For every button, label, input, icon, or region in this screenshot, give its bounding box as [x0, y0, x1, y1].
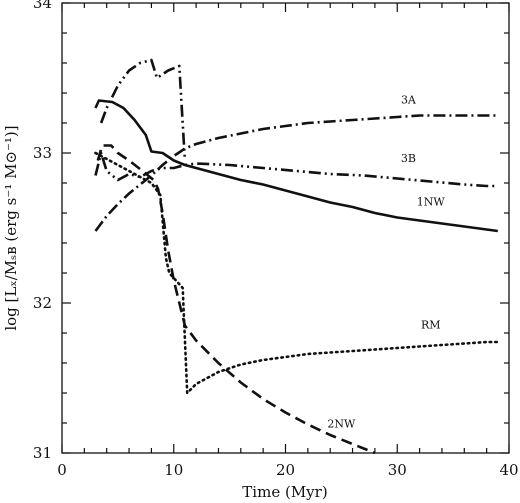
series-label-1nw: 1NW: [417, 196, 446, 209]
x-tick-label: 30: [388, 461, 407, 479]
series-label-2nw: 2NW: [327, 418, 356, 431]
x-tick-label: 10: [164, 461, 183, 479]
y-tick-label: 34: [33, 0, 52, 12]
series-label-rm: RM: [421, 319, 441, 332]
x-tick-label: 40: [499, 461, 518, 479]
series-line-1nw: [94, 99, 498, 233]
series-line-unlabeled-5: [99, 58, 187, 161]
series-line-3b: [94, 151, 498, 188]
x-tick-label: 20: [276, 461, 295, 479]
x-tick-label: 0: [57, 461, 67, 479]
series-line-3a: [94, 114, 498, 232]
series-label-3a: 3A: [401, 94, 417, 107]
y-tick-label: 31: [33, 444, 52, 462]
y-tick-label: 32: [33, 294, 52, 312]
axis-ticks: 0 10 20 30 40 31 32 33 34: [33, 0, 519, 479]
series-labels: 3A 3B 1NW RM 2NW: [327, 94, 445, 431]
y-tick-label: 33: [33, 144, 52, 162]
series-line-2nw: [96, 144, 376, 455]
series-line-rm: [94, 151, 500, 395]
series-label-3b: 3B: [401, 152, 416, 165]
x-axis-label: Time (Myr): [242, 483, 327, 501]
series-layer: [94, 58, 500, 455]
y-axis-label: log [Lₓ/Mₛʙ (erg s⁻¹ M⊙⁻¹)]: [2, 125, 20, 330]
